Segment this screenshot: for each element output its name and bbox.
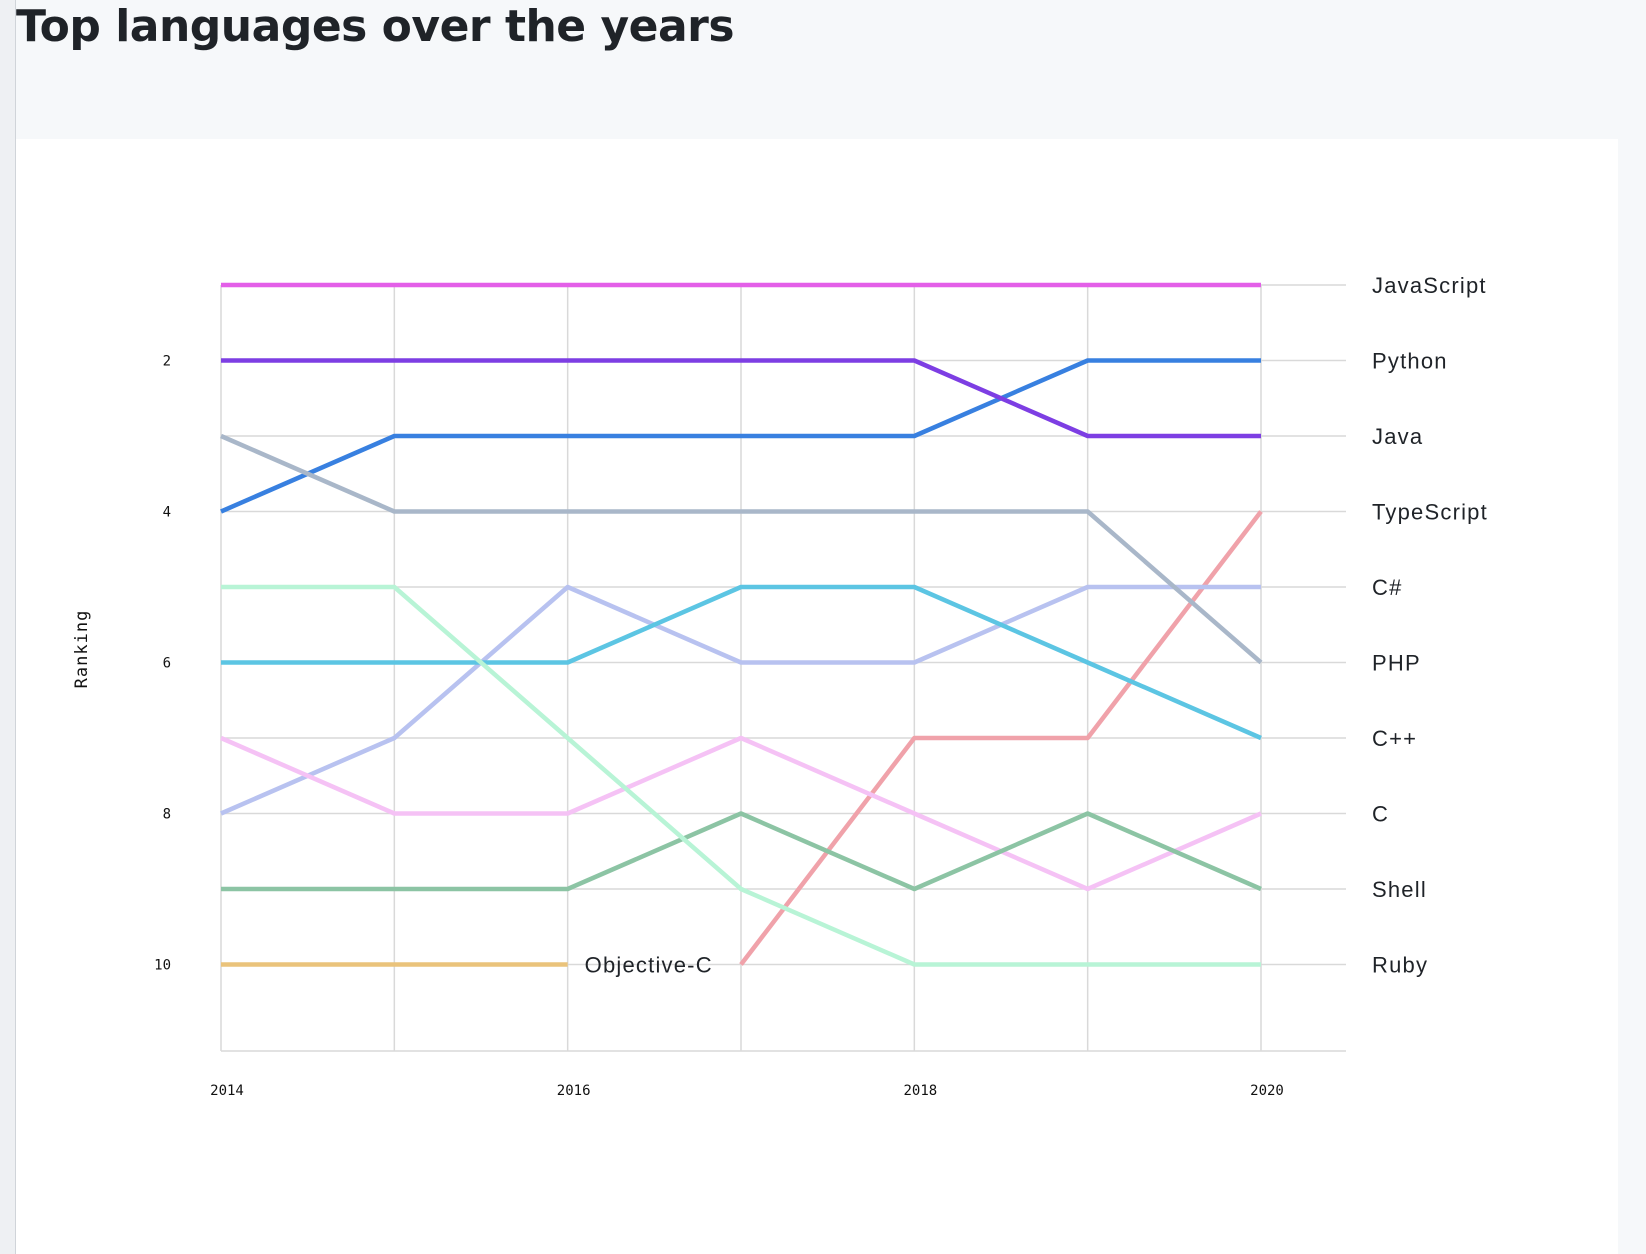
series-label-shell: Shell — [1372, 877, 1427, 902]
series-line-java — [221, 358, 1261, 439]
labels: 2014 2016 2018 2020 2 4 6 8 10 Ranking JavaScript P… — [72, 273, 1488, 1099]
series-label-ruby: Ruby — [1372, 953, 1428, 978]
x-tick-label-2014: 2014 — [210, 1083, 244, 1099]
series-label-objective-c: Objective-C — [585, 953, 713, 978]
page-title: Top languages over the years — [16, 1, 735, 52]
series-label-csharp: C# — [1372, 575, 1403, 600]
series-label-python: Python — [1372, 349, 1448, 374]
y-tick-label-2: 2 — [163, 354, 171, 370]
y-axis-title: Ranking — [72, 610, 92, 689]
y-tick-label-4: 4 — [163, 505, 171, 521]
series-line-cpp — [221, 584, 1262, 741]
series-label-cpp: C++ — [1372, 726, 1417, 751]
grid — [220, 284, 1346, 1052]
series-label-php: PHP — [1372, 651, 1421, 676]
window-frame-edge — [0, 0, 16, 1254]
series-lines — [220, 282, 1263, 967]
series-line-ruby — [221, 584, 1261, 967]
series-line-python — [220, 358, 1261, 514]
series-line-csharp — [220, 584, 1261, 816]
chart-card: 2014 2016 2018 2020 2 4 6 8 10 Ranking JavaScript P… — [16, 139, 1618, 1254]
series-label-typescript: TypeScript — [1372, 500, 1488, 525]
y-tick-label-10: 10 — [154, 958, 171, 974]
y-tick-label-8: 8 — [163, 807, 171, 823]
series-line-php — [220, 433, 1263, 665]
y-tick-label-6: 6 — [163, 656, 171, 672]
rank-line-chart: 2014 2016 2018 2020 2 4 6 8 10 Ranking JavaScript P… — [72, 273, 1488, 1099]
series-label-c: C — [1372, 802, 1389, 827]
x-tick-label-2020: 2020 — [1250, 1083, 1284, 1099]
series-line-shell — [221, 811, 1262, 892]
series-label-java: Java — [1372, 424, 1423, 449]
x-tick-label-2018: 2018 — [903, 1083, 937, 1099]
series-label-javascript: JavaScript — [1372, 273, 1487, 298]
x-tick-label-2016: 2016 — [557, 1083, 591, 1099]
series-line-c — [220, 735, 1262, 892]
